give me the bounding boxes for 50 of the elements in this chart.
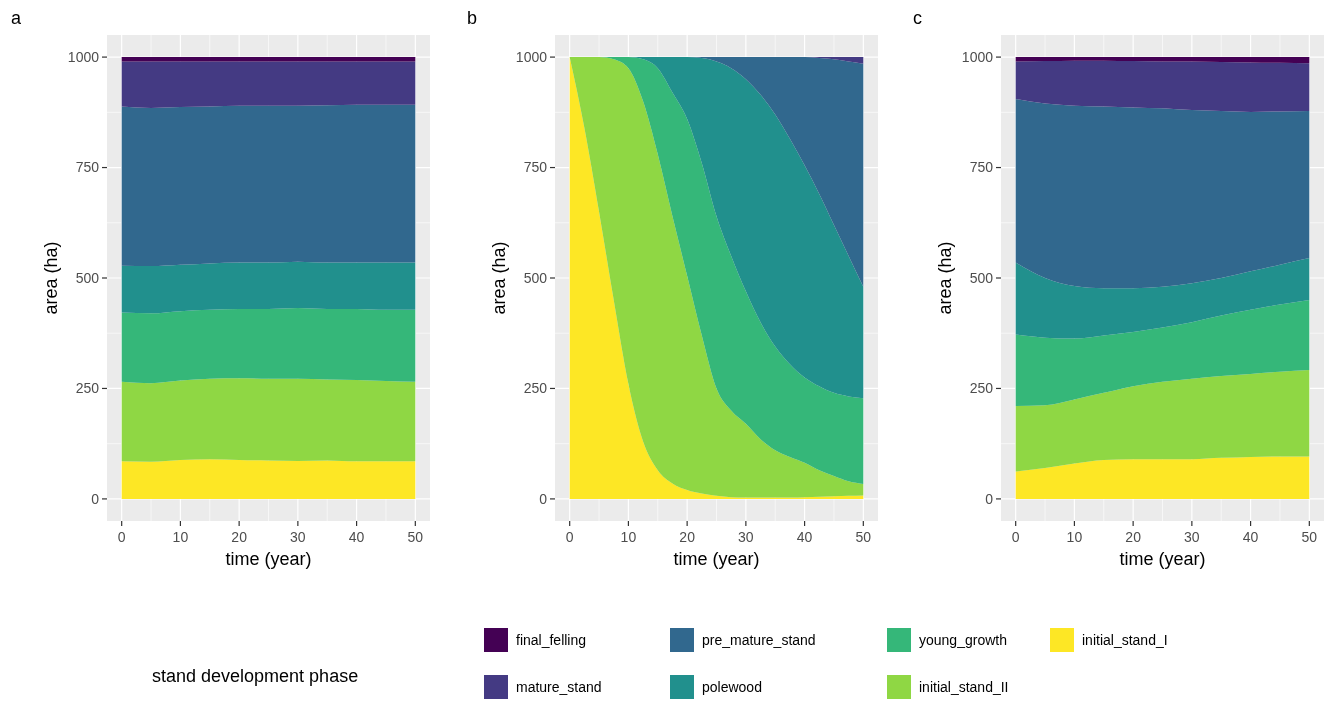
legend-label: initial_stand_I (1082, 632, 1168, 648)
legend-title: stand development phase (152, 666, 359, 686)
x-tick-label: 10 (620, 529, 637, 545)
x-tick-label: 10 (172, 529, 189, 545)
y-tick-label: 1000 (67, 48, 100, 65)
y-tick-label: 1000 (515, 48, 548, 65)
x-tick-label: 0 (117, 529, 126, 545)
y-tick-label: 250 (969, 380, 994, 397)
x-tick-label: 40 (1242, 529, 1259, 545)
x-tick-label: 0 (565, 529, 574, 545)
legend-label: mature_stand (516, 679, 602, 695)
x-tick-label: 0 (1011, 529, 1020, 545)
y-tick-label: 0 (91, 490, 100, 507)
y-tick-label: 500 (969, 269, 994, 286)
y-tick-label: 250 (75, 380, 100, 397)
y-tick-label: 500 (75, 269, 100, 286)
x-tick-label: 40 (348, 529, 365, 545)
x-tick-label: 40 (796, 529, 813, 545)
x-tick-label: 50 (407, 529, 424, 545)
y-tick-label: 750 (75, 159, 100, 176)
x-tick-label: 50 (1301, 529, 1318, 545)
legend-label: young_growth (919, 632, 1007, 648)
x-tick-label: 30 (738, 529, 754, 545)
legend-label: initial_stand_II (919, 679, 1009, 695)
x-axis-title: time (year) (1119, 549, 1206, 569)
x-tick-label: 20 (679, 529, 696, 545)
x-axis-title: time (year) (225, 549, 312, 569)
y-tick-label: 250 (523, 380, 548, 397)
legend-label: polewood (702, 679, 762, 695)
x-tick-label: 20 (1125, 529, 1142, 545)
y-tick-label: 0 (539, 490, 548, 507)
y-tick-label: 750 (969, 159, 994, 176)
x-tick-label: 20 (231, 529, 248, 545)
x-tick-label: 50 (855, 529, 872, 545)
legend-label: pre_mature_stand (702, 632, 816, 648)
y-axis-title: area (ha) (41, 241, 61, 315)
chart-title: b (467, 8, 478, 28)
y-tick-label: 1000 (961, 48, 994, 65)
x-tick-label: 10 (1066, 529, 1083, 545)
legend-label: final_felling (516, 632, 587, 648)
y-axis-title: area (ha) (489, 241, 509, 315)
chart-title: c (913, 8, 922, 28)
y-axis-title: area (ha) (935, 241, 955, 315)
x-tick-label: 30 (1184, 529, 1200, 545)
x-axis-title: time (year) (673, 549, 760, 569)
chart-title: a (11, 8, 22, 28)
y-tick-label: 0 (985, 490, 994, 507)
y-tick-label: 750 (523, 159, 548, 176)
x-tick-label: 30 (290, 529, 306, 545)
y-tick-label: 500 (523, 269, 548, 286)
